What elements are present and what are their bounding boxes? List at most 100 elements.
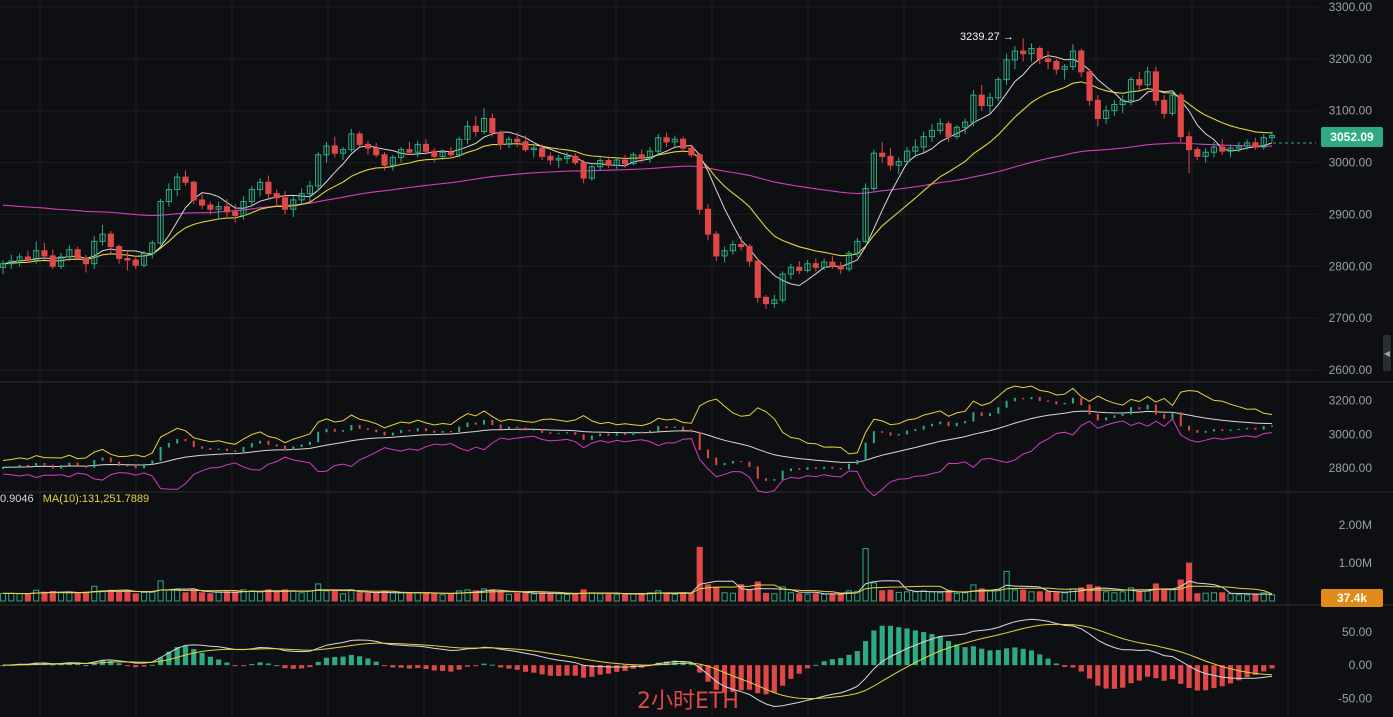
candle-body: [182, 176, 189, 183]
macd-histogram-bar: [1169, 665, 1176, 680]
macd-histogram-bar: [771, 665, 777, 693]
candle-body: [257, 181, 264, 191]
candle-body: [1185, 136, 1193, 151]
volume-bar: [348, 589, 355, 602]
volume-bar: [630, 593, 637, 602]
macd-histogram-bar: [357, 656, 363, 666]
volume-bar: [82, 591, 90, 602]
overview-mid-line: [3, 410, 1273, 468]
volume-bar: [530, 593, 537, 602]
candle-body: [597, 159, 604, 168]
candle-body: [223, 206, 231, 213]
candle-body: [953, 126, 960, 138]
volume-bar: [91, 585, 98, 602]
candle-body: [1053, 60, 1060, 70]
macd-histogram-bar: [1028, 650, 1035, 666]
macd-histogram-bar: [1012, 647, 1018, 666]
macd-histogram-bar: [0, 665, 6, 667]
volume-bar: [472, 590, 479, 602]
macd-histogram-bar: [1211, 665, 1217, 689]
candle-body: [439, 151, 446, 157]
macd-histogram-bar: [962, 647, 968, 666]
macd-histogram-bar: [91, 662, 97, 666]
macd-histogram-bar: [838, 658, 844, 666]
volume-bar: [1161, 589, 1168, 602]
macd-histogram-bar: [1053, 663, 1059, 666]
macd-histogram-bar: [481, 663, 487, 666]
macd-histogram-bar: [1128, 665, 1134, 684]
macd-histogram-bar: [1203, 665, 1209, 691]
macd-histogram-bar: [415, 665, 421, 669]
candle-body: [962, 121, 969, 128]
macd-histogram-bar: [133, 665, 139, 668]
volume-ma10-line: [3, 584, 1273, 595]
macd-histogram-bar: [912, 630, 918, 666]
macd-histogram-bar: [1153, 665, 1159, 679]
candle-body: [1169, 94, 1176, 114]
macd-histogram-bar: [572, 665, 578, 676]
volume-bar: [497, 590, 504, 602]
volume-bar: [738, 584, 745, 602]
candle-body: [1103, 110, 1110, 119]
macd-histogram-bar: [348, 654, 354, 666]
candle-body: [613, 159, 620, 166]
candle-body: [1094, 99, 1101, 119]
volume-bar: [522, 591, 529, 602]
current-price-value: 3052.09: [1330, 130, 1374, 144]
candle-body: [928, 129, 936, 138]
candle-body: [281, 197, 289, 210]
volume-bar: [439, 594, 446, 602]
candle-body: [887, 155, 894, 166]
y-tick-label: 0.00: [1349, 658, 1373, 672]
candle-body: [497, 131, 504, 145]
macd-histogram-bar: [763, 665, 769, 695]
volume-bar: [505, 593, 513, 602]
volume-bar: [198, 592, 206, 602]
volume-bar: [1268, 594, 1276, 602]
chevron-left-icon[interactable]: ◀: [1383, 335, 1391, 371]
ma-yellow-line: [2, 81, 1273, 265]
macd-histogram-bar: [622, 665, 628, 671]
candle-body: [0, 263, 7, 268]
macd-histogram-bar: [688, 663, 694, 666]
macd-histogram-bar: [473, 665, 479, 667]
candle-body: [995, 79, 1002, 99]
macd-histogram-bar: [373, 661, 379, 666]
macd-histogram-bar: [979, 648, 985, 666]
macd-histogram-bar: [124, 665, 130, 667]
macd-pane: [0, 618, 1275, 708]
macd-histogram-bar: [904, 628, 910, 666]
candle-body: [1244, 142, 1251, 147]
macd-histogram-bar: [1261, 665, 1267, 672]
volume-tag: 37.4k: [1321, 589, 1383, 607]
macd-histogram-bar: [987, 650, 993, 666]
volume-bar: [754, 581, 761, 602]
candle-body: [41, 250, 48, 257]
macd-histogram-bar: [1078, 665, 1084, 672]
macd-histogram-bar: [464, 665, 471, 667]
candle-body: [290, 199, 297, 210]
macd-histogram-bar: [1070, 665, 1076, 668]
macd-histogram-bar: [1186, 665, 1192, 688]
volume-bar: [621, 593, 629, 602]
volume-legend-left: 0.9046: [0, 493, 34, 505]
candle-body: [937, 123, 944, 131]
candle-body: [472, 125, 479, 132]
volume-bar: [1152, 583, 1159, 602]
volume-bar: [1069, 588, 1077, 602]
macd-histogram-bar: [282, 665, 288, 669]
volume-bar: [1235, 594, 1242, 602]
candle-body: [306, 185, 313, 195]
candle-body: [945, 123, 952, 138]
candlestick-series: [0, 38, 1276, 309]
candle-body: [373, 147, 380, 156]
candle-body: [82, 258, 90, 265]
candle-body: [1078, 50, 1085, 73]
macd-histogram-bar: [1178, 665, 1184, 684]
candle-body: [447, 151, 454, 156]
macd-histogram-bar: [597, 665, 603, 675]
macd-histogram-bar: [390, 665, 396, 668]
y-tick-label: 2900.00: [1329, 207, 1373, 221]
